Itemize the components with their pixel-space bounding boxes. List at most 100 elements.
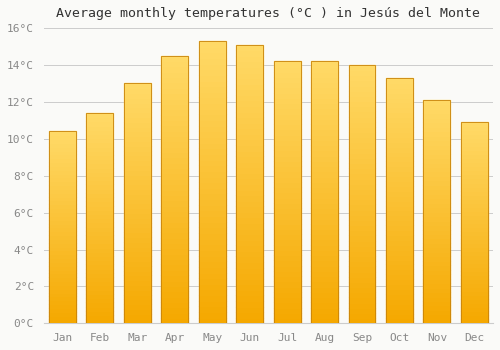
Bar — [124, 184, 151, 189]
Bar — [274, 150, 300, 156]
Bar — [236, 56, 263, 61]
Bar — [86, 155, 114, 159]
Bar — [386, 240, 413, 245]
Bar — [86, 134, 114, 138]
Bar — [386, 88, 413, 93]
Bar — [311, 108, 338, 114]
Bar — [162, 259, 188, 265]
Bar — [198, 312, 226, 318]
Bar — [386, 103, 413, 107]
Bar — [424, 261, 450, 265]
Bar — [424, 113, 450, 118]
Bar — [124, 314, 151, 318]
Bar — [461, 267, 488, 271]
Bar — [348, 153, 376, 158]
Bar — [236, 128, 263, 134]
Bar — [86, 235, 114, 239]
Bar — [311, 260, 338, 266]
Bar — [124, 203, 151, 208]
Bar — [348, 132, 376, 137]
Bar — [348, 251, 376, 256]
Bar — [461, 263, 488, 267]
Bar — [386, 215, 413, 220]
Bar — [274, 213, 300, 218]
Bar — [236, 284, 263, 290]
Bar — [461, 190, 488, 195]
Bar — [49, 273, 76, 277]
Bar — [386, 132, 413, 137]
Bar — [236, 312, 263, 318]
Bar — [236, 201, 263, 206]
Bar — [311, 135, 338, 140]
Bar — [124, 127, 151, 131]
Bar — [86, 197, 114, 201]
Bar — [162, 232, 188, 238]
Bar — [348, 91, 376, 96]
Bar — [236, 178, 263, 184]
Bar — [162, 238, 188, 243]
Bar — [386, 205, 413, 210]
Bar — [236, 273, 263, 279]
Bar — [236, 184, 263, 190]
Bar — [198, 210, 226, 216]
Bar — [386, 176, 413, 181]
Bar — [162, 291, 188, 296]
Bar — [124, 165, 151, 170]
Bar — [424, 252, 450, 256]
Bar — [49, 320, 76, 323]
Bar — [86, 222, 114, 226]
Bar — [49, 166, 76, 170]
Bar — [162, 296, 188, 302]
Bar — [424, 109, 450, 113]
Bar — [162, 184, 188, 190]
Bar — [236, 95, 263, 100]
Bar — [49, 216, 76, 220]
Bar — [49, 170, 76, 174]
Bar — [198, 137, 226, 142]
Bar — [162, 270, 188, 275]
Bar — [86, 113, 114, 323]
Bar — [461, 126, 488, 130]
Bar — [274, 114, 300, 119]
Bar — [311, 166, 338, 172]
Bar — [162, 104, 188, 109]
Bar — [49, 189, 76, 193]
Bar — [386, 152, 413, 156]
Bar — [311, 66, 338, 72]
Bar — [348, 225, 376, 230]
Bar — [461, 219, 488, 223]
Bar — [124, 261, 151, 266]
Bar — [49, 154, 76, 158]
Bar — [198, 41, 226, 47]
Bar — [461, 150, 488, 154]
Bar — [124, 299, 151, 304]
Bar — [461, 299, 488, 303]
Bar — [124, 242, 151, 246]
Bar — [274, 119, 300, 124]
Bar — [49, 201, 76, 204]
Bar — [274, 250, 300, 255]
Bar — [461, 122, 488, 323]
Bar — [386, 93, 413, 98]
Bar — [236, 145, 263, 150]
Bar — [424, 154, 450, 158]
Bar — [86, 319, 114, 323]
Bar — [424, 189, 450, 194]
Bar — [348, 215, 376, 220]
Bar — [236, 89, 263, 95]
Bar — [461, 162, 488, 167]
Bar — [198, 64, 226, 69]
Bar — [162, 66, 188, 72]
Bar — [424, 140, 450, 145]
Bar — [461, 319, 488, 323]
Bar — [424, 127, 450, 131]
Bar — [461, 130, 488, 134]
Bar — [311, 302, 338, 308]
Bar — [49, 147, 76, 150]
Bar — [124, 93, 151, 98]
Bar — [236, 162, 263, 167]
Bar — [386, 270, 413, 274]
Bar — [198, 188, 226, 194]
Bar — [348, 256, 376, 261]
Bar — [162, 243, 188, 248]
